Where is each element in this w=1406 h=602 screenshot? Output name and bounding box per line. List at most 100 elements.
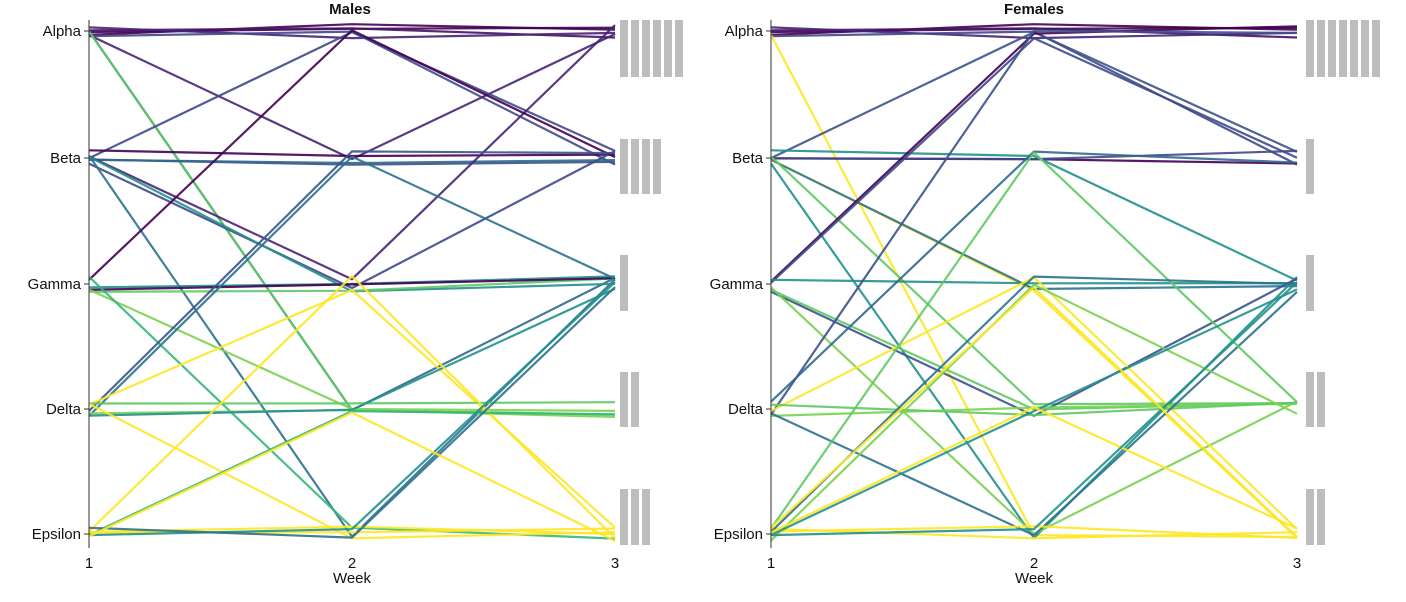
trajectory-line (770, 281, 1298, 537)
count-bar (642, 20, 650, 77)
count-bars (620, 20, 683, 545)
trajectory-line (770, 288, 1298, 536)
trajectory-line (770, 158, 1298, 291)
panel-males: Males Alpha Beta Gamma Delta Epsilon 1 2… (28, 1, 683, 587)
trajectory-line (88, 158, 616, 165)
trajectory-line (770, 286, 1298, 538)
count-bar (1339, 20, 1347, 77)
trajectory-line (88, 275, 616, 539)
x-axis-label: Week (333, 570, 372, 587)
y-tick-label: Beta (50, 150, 82, 167)
trajectory-line (770, 149, 1298, 282)
y-tick-label: Gamma (28, 276, 82, 293)
count-bar (675, 20, 683, 77)
trajectory-line (88, 154, 616, 538)
count-bar (1306, 255, 1314, 311)
y-tick-label: Epsilon (714, 526, 763, 543)
count-bar (653, 20, 661, 77)
count-bar (1306, 139, 1314, 194)
trajectory-line (88, 277, 616, 291)
y-tick-label: Alpha (725, 23, 764, 40)
count-bar (620, 255, 628, 311)
trajectory-line (88, 26, 616, 40)
trajectory-line (770, 406, 1298, 534)
trajectory-line (88, 29, 616, 281)
trajectory-line (770, 288, 1298, 411)
x-tick-label: 2 (1030, 555, 1038, 572)
y-tick-label: Gamma (710, 276, 764, 293)
count-bar (1317, 20, 1325, 77)
trajectory-line (88, 288, 616, 412)
count-bar (642, 489, 650, 545)
trajectory-line (88, 411, 616, 542)
y-tick-label: Delta (46, 401, 82, 418)
trajectory-line (770, 37, 1298, 284)
count-bar (664, 20, 672, 77)
trajectory-lines (88, 23, 616, 542)
y-tick-label: Delta (728, 401, 764, 418)
trajectory-line (88, 286, 616, 539)
trajectory-line (88, 150, 616, 290)
trajectory-line (770, 401, 1298, 417)
trajectory-line (770, 25, 1298, 283)
trajectory-line (770, 278, 1298, 285)
trajectory-lines (770, 23, 1298, 542)
x-tick-label: 3 (611, 555, 619, 572)
trajectory-line (770, 162, 1298, 540)
trajectory-line (770, 30, 1298, 166)
trajectory-line (770, 30, 1298, 160)
trajectory-line (88, 402, 616, 540)
trajectory-line (88, 150, 616, 412)
panel-title: Males (329, 1, 371, 18)
trajectory-line (770, 151, 1298, 530)
trajectory-line (88, 401, 616, 405)
panel-females: Females Alpha Beta Gamma Delta Epsilon 1… (710, 1, 1380, 587)
count-bar (620, 489, 628, 545)
count-bar (1306, 489, 1314, 545)
y-tick-label: Epsilon (32, 526, 81, 543)
trajectory-line (88, 288, 616, 529)
panel-title: Females (1004, 1, 1064, 18)
count-bar (620, 372, 628, 427)
count-bar (620, 20, 628, 77)
y-tick-label: Alpha (43, 23, 82, 40)
count-bar (1361, 20, 1369, 77)
x-axis-label: Week (1015, 570, 1054, 587)
count-bar (631, 20, 639, 77)
count-bar (1350, 20, 1358, 77)
trajectory-line (88, 281, 616, 537)
trajectory-line (770, 149, 1298, 161)
count-bar (620, 139, 628, 194)
count-bar (631, 372, 639, 427)
trajectory-line (770, 29, 1298, 416)
trajectory-line (770, 158, 1298, 539)
trajectory-line (770, 525, 1298, 540)
x-tick-label: 3 (1293, 555, 1301, 572)
trajectory-line (88, 155, 616, 417)
count-bar (653, 139, 661, 194)
count-bar (1372, 20, 1380, 77)
y-tick-label: Beta (732, 150, 764, 167)
count-bar (1317, 372, 1325, 427)
count-bar (631, 139, 639, 194)
trajectory-line (88, 410, 616, 536)
x-tick-label: 1 (85, 555, 93, 572)
x-tick-label: 1 (767, 555, 775, 572)
x-tick-label: 2 (348, 555, 356, 572)
y-ticks: Alpha Beta Gamma Delta Epsilon (710, 23, 771, 543)
count-bar (1328, 20, 1336, 77)
count-bar (631, 489, 639, 545)
count-bar (642, 139, 650, 194)
trajectory-line (88, 30, 616, 160)
trajectory-line (88, 33, 616, 161)
x-ticks: 1 2 3 (767, 555, 1301, 572)
x-ticks: 1 2 3 (85, 555, 619, 572)
trajectory-line (770, 283, 1298, 542)
trajectory-line (770, 155, 1298, 406)
count-bar (1306, 20, 1314, 77)
count-bar (1306, 372, 1314, 427)
y-ticks: Alpha Beta Gamma Delta Epsilon (28, 23, 89, 543)
count-bars (1306, 20, 1380, 545)
count-bar (1317, 489, 1325, 545)
